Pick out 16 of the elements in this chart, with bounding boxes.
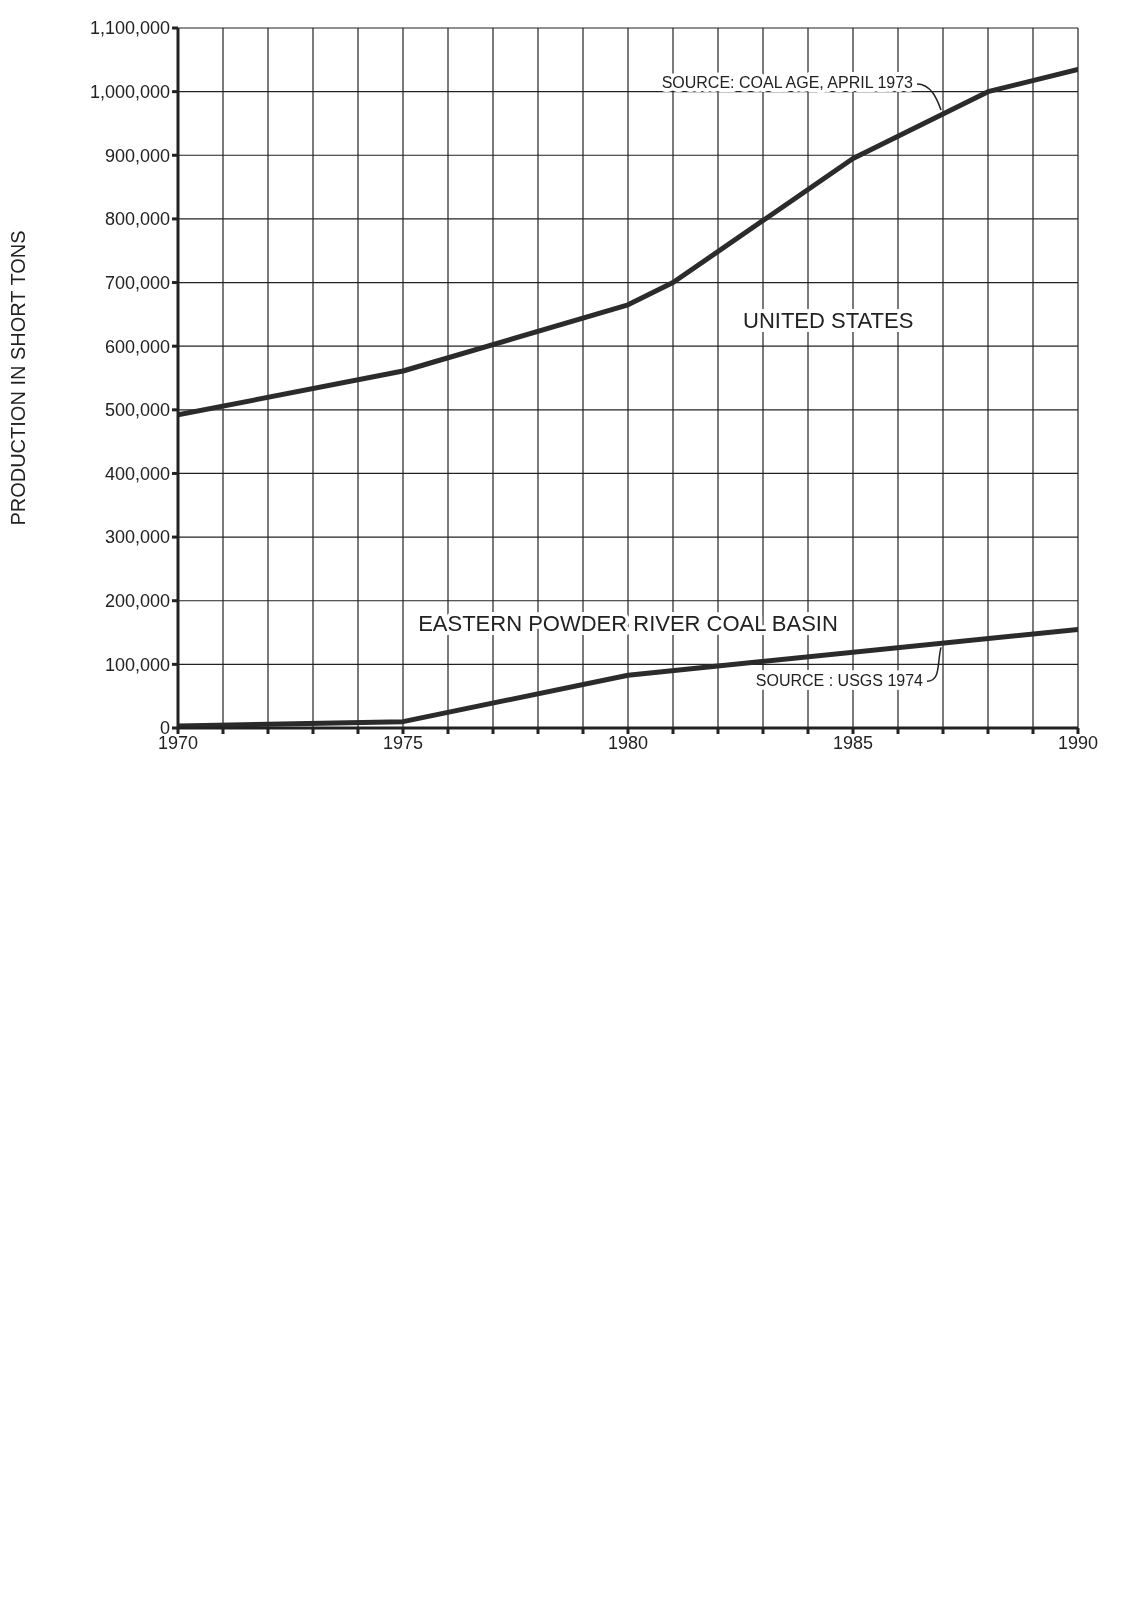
y-tick-label: 1,000,000 [89,82,170,103]
y-tick-label: 800,000 [104,209,170,230]
y-tick-label: 900,000 [104,145,170,166]
y-tick-label: 200,000 [104,591,170,612]
y-tick-label: 300,000 [104,527,170,548]
y-tick-label: 700,000 [104,272,170,293]
x-tick-label: 1985 [832,732,874,753]
y-tick-label: 100,000 [104,654,170,675]
x-tick-label: 1975 [382,732,424,753]
y-tick-label: 1,100,000 [89,18,170,39]
y-axis-title: PRODUCTION IN SHORT TONS [7,230,30,526]
x-tick-label: 1990 [1057,732,1099,753]
y-tick-label: 400,000 [104,463,170,484]
x-tick-label: 1980 [607,732,649,753]
y-tick-label: 600,000 [104,336,170,357]
y-tick-label: 500,000 [104,400,170,421]
